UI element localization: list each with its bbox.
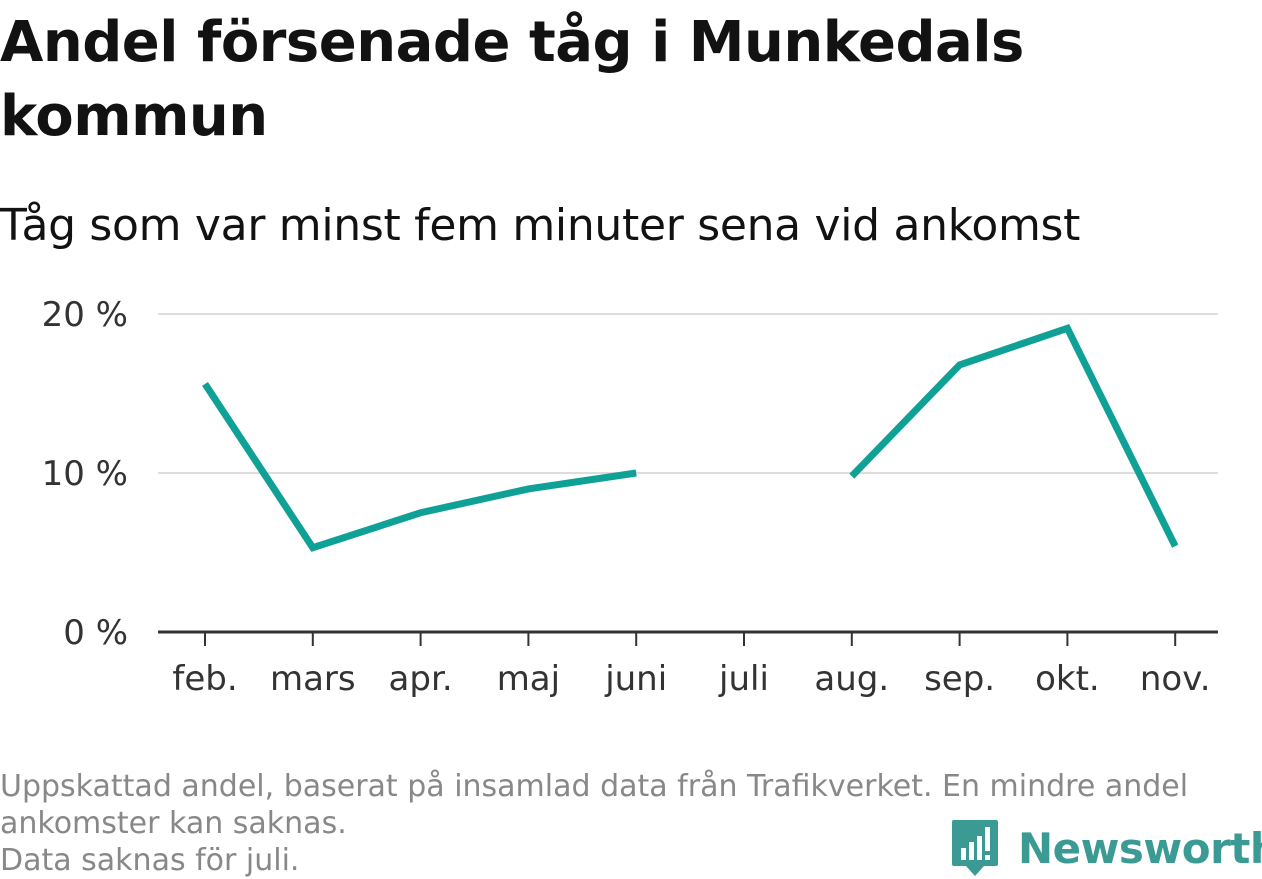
- chart-title: Andel försenade tåg i Munkedals kommun: [0, 10, 1024, 149]
- y-tick-label: 20 %: [42, 295, 128, 335]
- x-tick-label: sep.: [924, 659, 995, 699]
- x-tick-label: nov.: [1140, 659, 1211, 699]
- x-tick-label: feb.: [172, 659, 237, 699]
- x-tick-label: juli: [718, 659, 769, 699]
- brand-name: Newsworthy: [1018, 823, 1262, 873]
- chart-subtitle: Tåg som var minst fem minuter sena vid a…: [0, 200, 1081, 251]
- footer-note-missing: Data saknas för juli.: [0, 843, 300, 878]
- x-tick-label: mars: [270, 659, 356, 699]
- x-tick-label: maj: [497, 659, 560, 699]
- brand-logo: Newsworthy: [950, 818, 1262, 878]
- chart-footer: Uppskattad andel, baserat på insamlad da…: [0, 768, 1250, 879]
- x-tick-label: okt.: [1035, 659, 1100, 699]
- y-tick-label: 10 %: [42, 454, 128, 494]
- x-tick-label: apr.: [389, 659, 453, 699]
- y-tick-label: 0 %: [63, 613, 128, 653]
- x-tick-label: aug.: [814, 659, 889, 699]
- newsworthy-logo-icon: [952, 820, 998, 876]
- series-line-segment: [849, 324, 1179, 548]
- footer-note: Uppskattad andel, baserat på insamlad da…: [0, 769, 1189, 841]
- x-tick-label: juni: [604, 659, 667, 699]
- series-line-segment: [202, 382, 637, 552]
